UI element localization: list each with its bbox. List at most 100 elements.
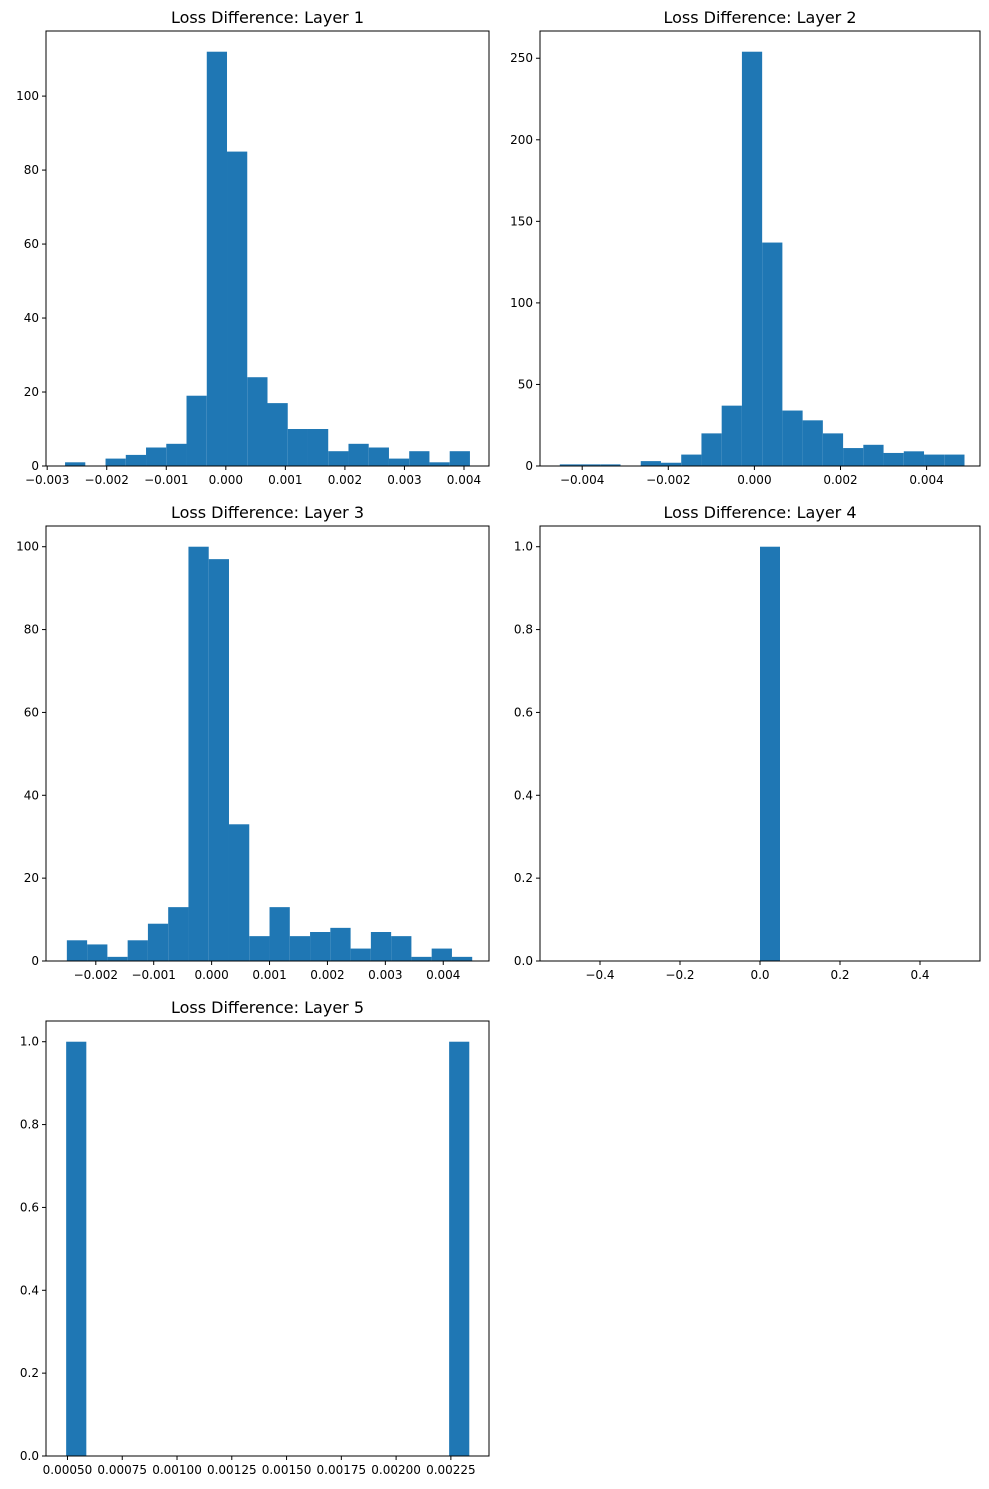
histogram-bar [368, 447, 389, 466]
histogram-bar [431, 948, 452, 961]
histogram-bar [388, 458, 410, 466]
histogram-bar [944, 454, 965, 466]
axes-frame [45, 525, 490, 962]
y-tick-label: 0.6 [514, 705, 533, 719]
histogram-bar [701, 433, 722, 466]
histogram-bar [863, 444, 884, 466]
x-tick-label: 0.000 [194, 968, 228, 982]
histogram-layer-5: 0.00050 0.00075 0.00100 0.00125 0.00150 0.001… [20, 998, 490, 1477]
x-tick-label: 0.000 [209, 473, 243, 487]
histogram-bar [125, 454, 147, 466]
y-tick-label: 250 [510, 51, 533, 65]
x-tick-label: 0.004 [909, 473, 943, 487]
x-tick-label: 0.00225 [426, 1463, 476, 1477]
y-tick-label: 80 [24, 623, 39, 637]
y-tick-label: 0.4 [514, 788, 533, 802]
y-tick-label: 0.6 [20, 1200, 39, 1214]
histogram-bar [166, 443, 187, 466]
x-tick-label: −0.003 [25, 473, 69, 487]
x-tick-label: 0.002 [310, 968, 344, 982]
y-tick-label: 1.0 [20, 1035, 39, 1049]
histogram-bar [289, 936, 311, 961]
histogram-bar [328, 451, 349, 466]
histogram-bar [146, 447, 167, 466]
y-tick-label: 80 [24, 163, 39, 177]
y-tick-label: 0 [525, 459, 533, 473]
chart-title: Loss Difference: Layer 5 [171, 998, 364, 1017]
histogram-bar [924, 454, 945, 466]
histogram-layer-3: −0.002 −0.001 0.000 0.001 0.002 0.003 0.004 0 20… [16, 503, 490, 982]
x-tick-label: −0.002 [74, 968, 118, 982]
histogram-layer-4: −0.4 −0.2 0.0 0.2 0.4 0.0 0.2 0.4 0.6 0.8 1.0 Loss … [514, 503, 981, 982]
histogram-bar [267, 403, 288, 466]
histogram-bar [227, 151, 248, 466]
x-tick-label: 0.0 [750, 968, 769, 982]
histogram-bar [782, 410, 803, 466]
histogram-bar [348, 443, 369, 466]
histogram-bar [307, 429, 329, 466]
y-tick-label: 100 [510, 296, 533, 310]
histogram-bar [741, 51, 763, 467]
x-tick-label: −0.4 [585, 968, 614, 982]
histogram-bar [903, 451, 925, 466]
histogram-bar [411, 956, 432, 961]
y-tick-label: 100 [16, 89, 39, 103]
histogram-bar [168, 907, 189, 961]
y-tick-label: 100 [16, 540, 39, 554]
histogram-bar [350, 948, 371, 961]
x-tick-label: 0.00075 [97, 1463, 147, 1477]
x-tick-label: −0.001 [144, 473, 188, 487]
x-tick-label: 0.00200 [371, 1463, 421, 1477]
axes-frame [45, 1020, 490, 1457]
histogram-bar [107, 956, 128, 961]
y-tick-label: 40 [24, 788, 39, 802]
y-tick-label: 40 [24, 311, 39, 325]
histogram-bar [449, 1041, 470, 1456]
x-tick-label: −0.002 [646, 473, 690, 487]
y-tick-label: 20 [24, 385, 39, 399]
x-tick-label: 0.00175 [317, 1463, 367, 1477]
histogram-bar [186, 395, 207, 466]
histogram-bar [188, 546, 209, 961]
y-tick-label: 60 [24, 705, 39, 719]
histogram-bar [370, 932, 392, 961]
histogram-bar [451, 956, 473, 961]
x-tick-label: 0.004 [447, 473, 481, 487]
y-tick-label: 50 [518, 377, 533, 391]
histogram-bar [208, 559, 229, 961]
histogram-bar [247, 377, 268, 466]
histogram-bar [843, 448, 864, 466]
x-tick-label: −0.2 [665, 968, 694, 982]
histogram-bar [559, 464, 581, 466]
histogram-bar [660, 462, 682, 466]
y-tick-label: 0.0 [20, 1449, 39, 1463]
histogram-bar [269, 907, 290, 961]
histogram-bar [287, 429, 308, 466]
x-tick-label: −0.002 [85, 473, 129, 487]
histogram-bar [66, 1041, 87, 1456]
y-tick-label: 0.4 [20, 1283, 39, 1297]
x-tick-label: 0.00100 [152, 1463, 202, 1477]
x-tick-label: 0.002 [823, 473, 857, 487]
y-tick-label: 1.0 [514, 540, 533, 554]
x-tick-label: 0.000 [737, 473, 771, 487]
histogram-bar [762, 242, 783, 466]
y-tick-label: 20 [24, 871, 39, 885]
x-tick-label: 0.002 [328, 473, 362, 487]
y-tick-label: 0 [31, 954, 39, 968]
chart-title: Loss Difference: Layer 1 [171, 8, 364, 27]
histogram-bar [66, 940, 88, 961]
histogram-bar [640, 461, 661, 466]
y-tick-label: 0.8 [20, 1118, 39, 1132]
histogram-bar [449, 451, 470, 466]
x-tick-label: 0.4 [910, 968, 929, 982]
histogram-bar [760, 546, 780, 961]
histogram-bar [681, 454, 702, 466]
y-tick-label: 60 [24, 237, 39, 251]
histogram-bar [802, 420, 823, 466]
histogram-bar [87, 944, 108, 961]
y-tick-label: 0 [31, 459, 39, 473]
histogram-bar [249, 936, 270, 961]
y-tick-label: 0.8 [514, 623, 533, 637]
